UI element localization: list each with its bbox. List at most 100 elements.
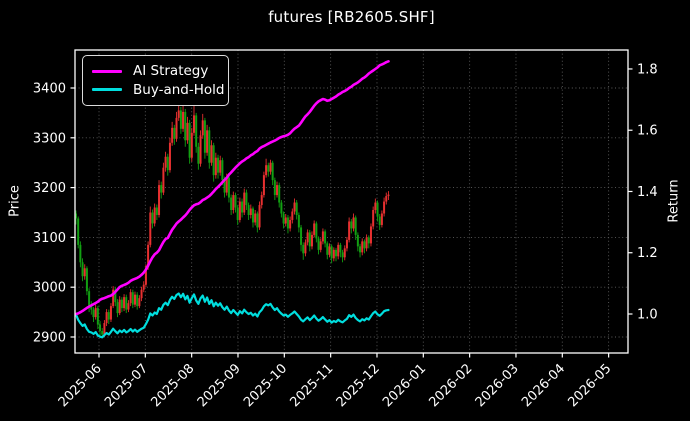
x-tick-label: 2026-02 bbox=[426, 361, 475, 410]
candle-body bbox=[201, 120, 204, 136]
return-tick-label: 1.2 bbox=[637, 246, 658, 261]
candle-body bbox=[190, 132, 193, 158]
candle-body bbox=[350, 221, 353, 229]
candle-body bbox=[179, 110, 182, 129]
candle-body bbox=[173, 127, 176, 139]
x-tick-label: 2025-09 bbox=[195, 361, 244, 410]
x-tick-label: 2026-05 bbox=[565, 361, 614, 410]
candle-body bbox=[217, 157, 220, 173]
candle-body bbox=[234, 195, 237, 208]
candle-body bbox=[380, 213, 383, 225]
candle-body bbox=[291, 211, 294, 220]
candle-body bbox=[166, 156, 169, 171]
price-tick-label: 3100 bbox=[33, 231, 66, 246]
candle-body bbox=[149, 212, 152, 245]
candle-body bbox=[324, 231, 327, 244]
candle-body bbox=[105, 312, 108, 324]
candle-body bbox=[385, 196, 388, 202]
candle-body bbox=[304, 242, 307, 254]
candle-body bbox=[356, 234, 359, 247]
candle-body bbox=[107, 312, 110, 320]
price-tick-label: 3300 bbox=[33, 131, 66, 146]
candle-body bbox=[289, 219, 292, 229]
candle-body bbox=[369, 226, 372, 244]
candle-body bbox=[317, 238, 320, 250]
legend-label-buy-and-hold: Buy-and-Hold bbox=[133, 81, 225, 98]
x-tick-label: 2026-01 bbox=[380, 361, 429, 410]
candle-body bbox=[328, 246, 331, 255]
candle-body bbox=[343, 248, 346, 258]
x-tick-label: 2026-03 bbox=[473, 361, 522, 410]
candle-body bbox=[230, 197, 233, 211]
buy-and-hold-line bbox=[74, 292, 390, 339]
legend-item-ai-strategy: AI Strategy bbox=[92, 63, 218, 79]
candle-body bbox=[153, 207, 156, 224]
candle-body bbox=[131, 292, 134, 305]
candle-body bbox=[168, 142, 171, 171]
candle-body bbox=[118, 299, 121, 314]
candle-body bbox=[155, 207, 158, 215]
candle-body bbox=[265, 165, 268, 176]
candle-body bbox=[206, 130, 209, 153]
candle-body bbox=[319, 241, 322, 250]
candle-body bbox=[208, 130, 211, 163]
legend-label-ai-strategy: AI Strategy bbox=[133, 63, 209, 80]
candle-body bbox=[267, 165, 270, 172]
candle-body bbox=[365, 237, 368, 249]
candle-body bbox=[361, 241, 364, 253]
candle-body bbox=[85, 268, 88, 292]
candle-body bbox=[77, 218, 80, 245]
candle-body bbox=[182, 111, 185, 129]
candle-body bbox=[284, 217, 287, 224]
price-tick-label: 3000 bbox=[33, 281, 66, 296]
candle-body bbox=[120, 299, 123, 309]
candle-body bbox=[158, 185, 161, 215]
candle-body bbox=[376, 202, 379, 217]
candle-body bbox=[171, 127, 174, 143]
candle-body bbox=[352, 217, 355, 229]
price-tick-label: 3400 bbox=[33, 82, 66, 97]
candle-body bbox=[245, 192, 248, 206]
price-tick-label: 3200 bbox=[33, 181, 66, 196]
candle-body bbox=[315, 223, 318, 239]
candle-body bbox=[387, 194, 390, 197]
candle-body bbox=[251, 208, 254, 223]
x-tick-label: 2025-06 bbox=[56, 361, 105, 410]
candle-body bbox=[195, 115, 198, 147]
candle-body bbox=[271, 162, 274, 181]
ai-strategy-line-swatch bbox=[92, 69, 122, 73]
candle-body bbox=[112, 289, 115, 307]
candle-body bbox=[192, 115, 195, 133]
candle-body bbox=[243, 192, 246, 213]
x-tick-label: 2026-04 bbox=[519, 361, 568, 410]
candle-body bbox=[92, 309, 95, 318]
candle-body bbox=[197, 146, 200, 164]
legend: AI Strategy Buy-and-Hold bbox=[82, 55, 229, 106]
candle-body bbox=[335, 249, 338, 257]
candle-body bbox=[219, 160, 222, 173]
candle-body bbox=[133, 294, 136, 305]
candle-body bbox=[142, 284, 145, 290]
candle-body bbox=[164, 156, 167, 168]
candlestick-series bbox=[75, 102, 390, 338]
candle-body bbox=[114, 289, 117, 303]
candle-body bbox=[177, 110, 180, 118]
candle-body bbox=[79, 244, 82, 263]
chart-title: futures [RB2605.SHF] bbox=[268, 8, 435, 26]
candle-body bbox=[136, 294, 139, 307]
candle-body bbox=[256, 213, 259, 228]
candle-body bbox=[363, 241, 366, 249]
candle-body bbox=[278, 185, 281, 203]
candle-body bbox=[188, 122, 191, 158]
candle-body bbox=[116, 302, 119, 314]
candle-body bbox=[75, 213, 77, 219]
candle-body bbox=[203, 120, 206, 153]
candle-body bbox=[378, 216, 381, 225]
candle-body bbox=[99, 324, 102, 332]
candle-body bbox=[210, 145, 213, 163]
tick-marks bbox=[70, 68, 633, 358]
candle-body bbox=[103, 323, 106, 335]
candle-body bbox=[260, 195, 263, 206]
candle-body bbox=[236, 207, 239, 220]
candle-body bbox=[151, 212, 154, 224]
